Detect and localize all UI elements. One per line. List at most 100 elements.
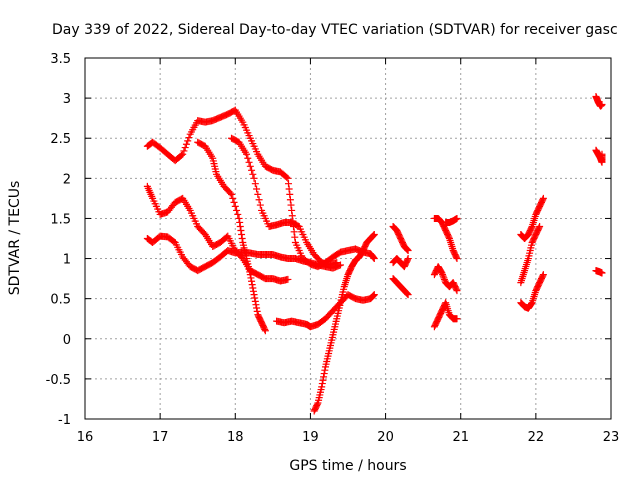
data-point <box>184 137 192 145</box>
data-point <box>288 212 296 220</box>
data-point <box>369 232 377 240</box>
data-point <box>253 307 261 315</box>
y-tick-label: 3.5 <box>50 52 71 67</box>
x-tick-label: 16 <box>77 430 94 445</box>
y-tick-labels: -1 -0.5 0 0.5 1 1.5 2 2.5 3 3.5 <box>46 52 71 428</box>
data-point <box>237 226 245 234</box>
data-point <box>536 222 544 230</box>
series-track-e <box>228 134 341 269</box>
data-point <box>370 255 378 263</box>
series-segment-22-c <box>517 271 547 312</box>
data-point <box>261 325 269 333</box>
data-point <box>535 224 543 232</box>
data-point <box>231 202 239 210</box>
series-track-d <box>194 138 269 335</box>
data-point <box>177 151 185 159</box>
data-point <box>539 272 547 280</box>
data-point <box>336 261 344 269</box>
x-tick-labels: 16 17 18 19 20 21 22 23 <box>77 430 620 445</box>
x-tick-label: 23 <box>603 430 620 445</box>
data-point <box>179 150 187 158</box>
data-point <box>369 253 377 261</box>
data-points <box>143 93 606 415</box>
series-segment-21-c <box>430 263 461 295</box>
data-point <box>261 327 269 335</box>
data-point <box>403 289 411 297</box>
series-segment-23-c <box>592 267 606 277</box>
y-tick-label: 0.5 <box>50 293 71 308</box>
data-point <box>403 256 411 264</box>
data-point <box>285 185 293 193</box>
chart-title: Day 339 of 2022, Sidereal Day-to-day VTE… <box>52 22 618 38</box>
data-point <box>320 370 328 378</box>
data-point <box>370 291 378 299</box>
data-point <box>453 214 461 222</box>
data-point <box>284 275 292 283</box>
data-point <box>238 230 246 238</box>
data-point <box>445 233 453 241</box>
series-track-g <box>310 230 378 415</box>
data-point <box>438 269 446 277</box>
data-point <box>181 144 189 152</box>
data-point <box>318 380 326 388</box>
data-point <box>249 170 257 178</box>
series-segment-20-b <box>389 255 412 271</box>
data-point <box>253 185 261 193</box>
data-point <box>453 315 461 323</box>
data-point <box>250 174 258 182</box>
y-tick-label: 1.5 <box>50 212 71 227</box>
data-point <box>527 224 535 232</box>
data-point <box>440 275 448 283</box>
data-point <box>539 196 547 204</box>
series-segment-21-a <box>430 214 461 263</box>
data-point <box>286 190 294 198</box>
data-point <box>248 277 256 285</box>
data-point <box>253 304 261 312</box>
x-axis-label: GPS time / hours <box>289 458 406 474</box>
data-point <box>285 180 293 188</box>
series-segment-20-a <box>389 222 412 255</box>
data-point <box>230 198 238 206</box>
data-point <box>333 259 341 267</box>
data-point <box>233 206 241 214</box>
y-tick-label: -0.5 <box>46 373 71 388</box>
data-point <box>370 230 378 238</box>
data-point <box>453 287 461 295</box>
data-point <box>539 271 547 279</box>
data-point <box>252 301 260 309</box>
data-point <box>539 194 547 202</box>
data-point <box>403 245 411 253</box>
series-segment-21-d <box>430 299 461 331</box>
data-point <box>238 235 246 242</box>
data-point <box>246 162 254 170</box>
data-point <box>250 291 258 299</box>
data-point <box>236 222 244 230</box>
series-segment-22-b <box>517 222 544 287</box>
data-point <box>452 253 460 261</box>
series-segment-21-b <box>442 214 461 226</box>
data-point <box>234 210 242 218</box>
x-tick-label: 19 <box>302 430 319 445</box>
data-point <box>256 201 264 209</box>
data-point <box>226 189 234 197</box>
series-segment-20-c <box>389 275 412 299</box>
data-point <box>320 373 328 381</box>
data-point <box>249 287 257 295</box>
data-point <box>313 400 321 408</box>
data-point <box>251 180 259 188</box>
series-track-a <box>143 106 378 271</box>
series-track-f <box>273 291 378 331</box>
plot-frame <box>84 57 612 420</box>
data-point <box>251 294 259 302</box>
data-point <box>283 173 291 181</box>
data-point <box>370 254 378 262</box>
data-point <box>321 366 329 374</box>
data-point <box>244 154 252 162</box>
x-tick-label: 17 <box>152 430 169 445</box>
data-point <box>452 285 460 293</box>
series-segment-23-a <box>592 93 606 110</box>
x-tick-label: 22 <box>528 430 545 445</box>
x-tick-label: 18 <box>227 430 244 445</box>
y-axis-label: SDTVAR / TECUs <box>7 181 23 296</box>
